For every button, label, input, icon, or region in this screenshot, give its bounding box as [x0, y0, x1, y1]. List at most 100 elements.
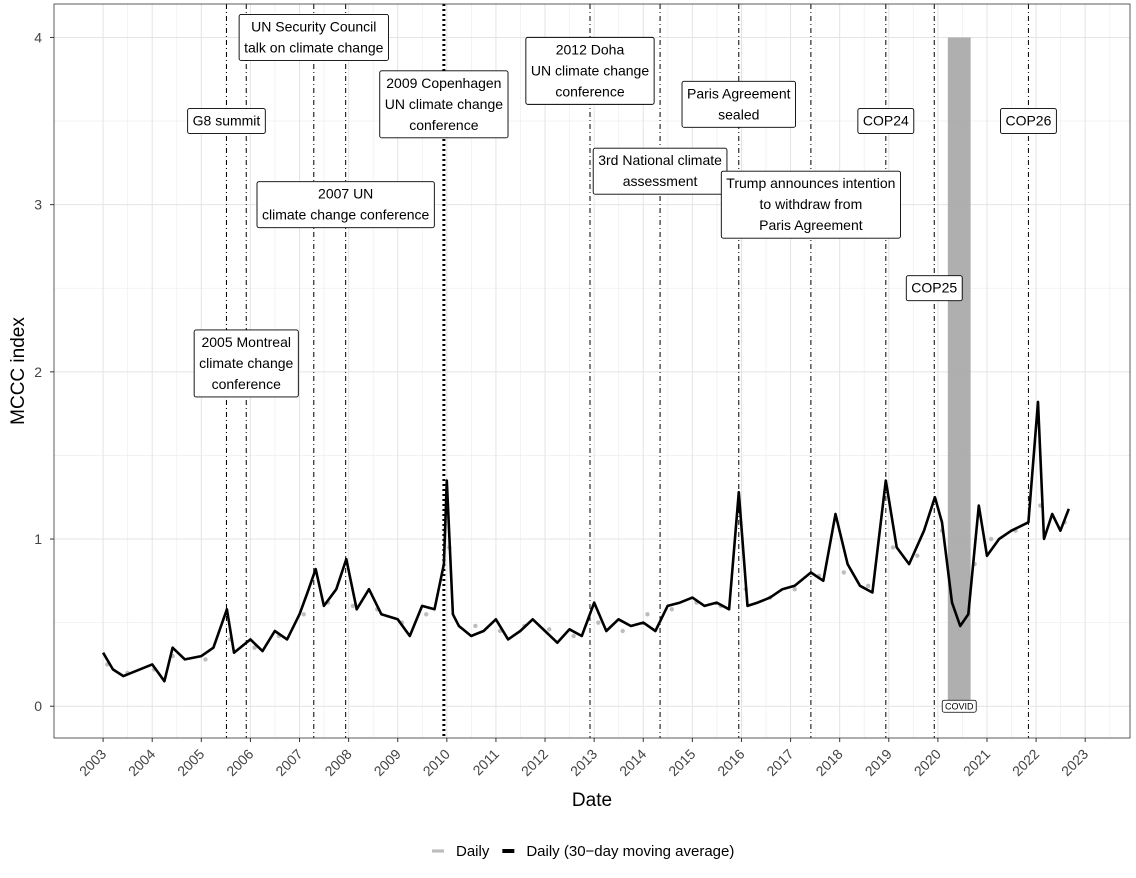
- moving-average: [101, 400, 1071, 683]
- x-tick-label: 2019: [862, 746, 895, 779]
- daily-point: [473, 623, 478, 629]
- annotation-text: Trump announces intention: [726, 175, 895, 191]
- y-tick-label: 2: [34, 364, 42, 380]
- x-tick-label: 2022: [1009, 746, 1042, 779]
- legend-label: Daily: [456, 843, 490, 860]
- daily-point: [890, 545, 896, 550]
- daily-point: [547, 627, 552, 632]
- y-axis-title: MCCC index: [8, 317, 29, 425]
- covid-label-box: [941, 699, 977, 713]
- annotation-box: [720, 170, 901, 239]
- x-tick-label: 2016: [714, 746, 747, 779]
- annotation-text: sealed: [718, 106, 759, 122]
- annotation-text: 2012 Doha: [556, 41, 625, 57]
- x-tick-label: 2003: [76, 746, 109, 779]
- x-tick-label: 2012: [518, 746, 551, 779]
- y-tick-label: 0: [34, 698, 42, 714]
- y-tick-label: 3: [34, 197, 42, 213]
- event-annotation: COP26: [1000, 108, 1057, 134]
- annotation-box: [379, 70, 509, 139]
- event-annotation: Trump announces intention to withdraw fro…: [720, 170, 901, 239]
- x-tick-label: 2018: [812, 746, 845, 779]
- daily-point: [865, 583, 871, 589]
- x-tick-label: 2011: [469, 746, 502, 779]
- annotation-box: [905, 275, 963, 302]
- annotation-text: COP24: [863, 113, 909, 129]
- moving-average-line: [101, 400, 1071, 683]
- daily-point: [596, 620, 601, 625]
- daily-point: [203, 657, 208, 662]
- event-annotation: 2009 Copenhagen UN climate change conferen…: [379, 70, 509, 139]
- daily-point: [571, 633, 576, 639]
- x-tick-label: 2017: [763, 746, 796, 779]
- annotation-text: talk on climate change: [244, 39, 384, 55]
- x-tick-label: 2013: [567, 746, 600, 779]
- daily-point: [915, 553, 920, 558]
- annotation-box: [187, 108, 266, 134]
- annotation-text: 2007 UN: [318, 186, 373, 202]
- event-annotation: Paris Agreement sealed: [681, 80, 796, 128]
- x-tick-label: 2021: [960, 746, 993, 779]
- x-tick-label: 2009: [371, 746, 404, 779]
- annotation-text: UN Security Council: [251, 18, 376, 34]
- covid-label: COVID: [945, 702, 974, 712]
- legend: Daily Daily (30−day moving average): [432, 843, 734, 860]
- daily-point: [424, 612, 429, 617]
- event-annotation: 2005 Montreal climate change conference: [193, 329, 299, 398]
- annotation-text: assessment: [623, 173, 698, 189]
- x-tick-label: 2023: [1058, 746, 1091, 779]
- x-axis-title: Date: [572, 790, 612, 811]
- daily-point: [645, 612, 650, 617]
- x-tick-label: 2015: [665, 746, 698, 779]
- annotation-text: conference: [555, 83, 624, 99]
- annotation-text: 2005 Montreal: [201, 334, 291, 350]
- annotation-text: Paris Agreement: [759, 217, 863, 233]
- annotation-text: UN climate change: [385, 96, 503, 112]
- annotation-text: UN climate change: [531, 62, 649, 78]
- daily-point: [301, 612, 306, 617]
- event-annotation: 3rd National climate assessment: [592, 147, 728, 195]
- annotation-box: [525, 36, 655, 105]
- annotation-box: [1000, 108, 1057, 134]
- x-tick-label: 2005: [174, 746, 207, 779]
- event-annotation: 2012 Doha UN climate change conference: [525, 36, 655, 105]
- x-tick-label: 2007: [272, 746, 305, 779]
- annotation-text: G8 summit: [193, 113, 261, 129]
- annotation-box: [256, 181, 435, 229]
- event-annotation: COP24: [857, 108, 915, 134]
- annotation-text: 2009 Copenhagen: [386, 75, 501, 91]
- annotation-box: [857, 108, 915, 134]
- panel-border: [53, 3, 1131, 739]
- annotation-box: [193, 329, 299, 398]
- x-tick-label: 2004: [125, 746, 158, 779]
- event-annotations: G8 summit 2005 Montreal climate change conf…: [187, 13, 1057, 398]
- annotation-text: conference: [212, 376, 281, 392]
- daily-point: [350, 603, 355, 609]
- daily-point: [988, 536, 994, 542]
- legend-label: Daily (30−day moving average): [526, 843, 734, 860]
- annotation-text: Paris Agreement: [687, 85, 791, 101]
- covid-period: COVID: [941, 37, 977, 713]
- daily-point: [841, 570, 847, 575]
- annotation-text: climate change: [199, 355, 293, 371]
- daily-point: [252, 645, 257, 650]
- annotation-text: COP25: [911, 280, 957, 296]
- annotation-box: [238, 13, 389, 61]
- daily-point: [669, 607, 674, 612]
- x-tick-label: 2008: [321, 746, 354, 779]
- covid-band: [947, 37, 971, 707]
- x-tick-label: 2014: [616, 746, 649, 779]
- x-tick-label: 2020: [911, 746, 944, 779]
- y-tick-label: 4: [34, 29, 42, 45]
- event-annotation: G8 summit: [187, 108, 266, 134]
- annotation-box: [681, 80, 796, 128]
- daily-point: [792, 586, 797, 592]
- annotation-text: 3rd National climate: [598, 152, 722, 168]
- event-annotation: 2007 UN climate change conference: [256, 181, 435, 229]
- annotation-text: to withdraw from: [760, 196, 863, 212]
- event-annotation: COP25: [905, 275, 963, 302]
- x-tick-label: 2010: [420, 746, 453, 779]
- annotation-text: climate change conference: [262, 207, 430, 223]
